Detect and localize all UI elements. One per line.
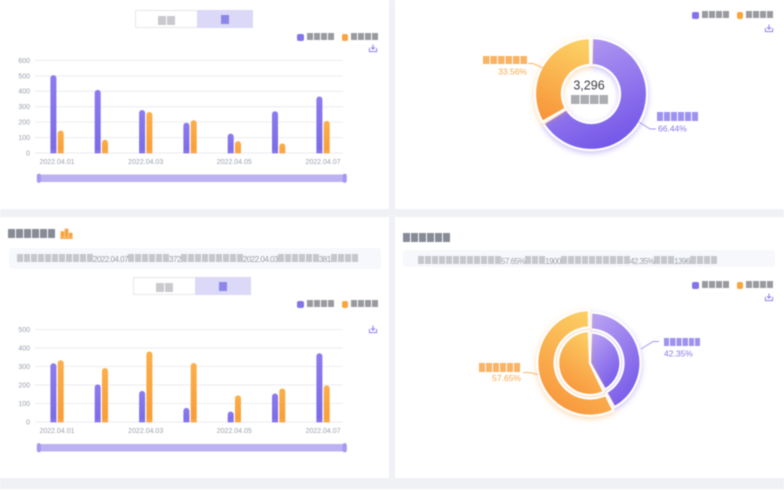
svg-text:200: 200 — [18, 120, 30, 127]
svg-text:400: 400 — [18, 89, 30, 96]
svg-text:100: 100 — [18, 135, 30, 142]
svg-text:66.44%: 66.44% — [658, 124, 687, 134]
svg-text:2022.04.01: 2022.04.01 — [39, 159, 74, 166]
svg-text:42.35%: 42.35% — [664, 349, 693, 359]
svg-text:500: 500 — [18, 73, 30, 80]
svg-text:600: 600 — [18, 58, 30, 65]
svg-text:100: 100 — [18, 401, 30, 408]
svg-text:0: 0 — [26, 150, 30, 157]
svg-text:2022.04.01: 2022.04.01 — [39, 428, 74, 435]
svg-text:500: 500 — [18, 327, 30, 334]
svg-text:3,296: 3,296 — [573, 79, 604, 93]
svg-text:2022.04.07: 2022.04.07 — [305, 159, 340, 166]
svg-text:2022.04.03: 2022.04.03 — [128, 428, 163, 435]
svg-text:57.65%: 57.65% — [492, 373, 521, 383]
svg-text:2022.04.05: 2022.04.05 — [217, 428, 252, 435]
svg-text:300: 300 — [18, 104, 30, 111]
svg-text:0: 0 — [26, 419, 30, 426]
svg-text:300: 300 — [18, 364, 30, 371]
svg-text:400: 400 — [18, 345, 30, 352]
svg-text:200: 200 — [18, 382, 30, 389]
svg-text:33.56%: 33.56% — [498, 67, 527, 77]
svg-text:2022.04.07: 2022.04.07 — [305, 428, 340, 435]
svg-text:2022.04.05: 2022.04.05 — [217, 159, 252, 166]
svg-text:2022.04.03: 2022.04.03 — [128, 159, 163, 166]
